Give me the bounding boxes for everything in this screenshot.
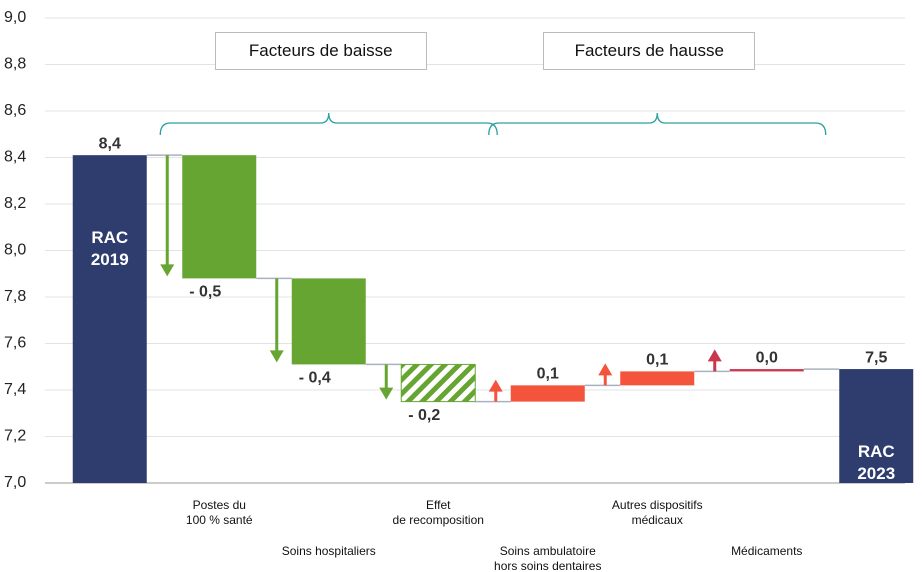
arrow-head: [488, 379, 503, 392]
x-tick-label: Soins ambulatoire hors soins dentaires: [494, 544, 602, 572]
x-tick-label: Médicaments: [731, 544, 803, 558]
bar: [400, 363, 476, 403]
x-tick-label: Autres dispositifs médicaux: [611, 498, 703, 527]
arrow-head: [160, 264, 175, 277]
y-tick-label: 8,6: [4, 102, 26, 119]
y-tick-label: 8,4: [4, 149, 26, 166]
bar: [620, 371, 695, 386]
y-tick-label: 9,0: [4, 9, 26, 26]
value-label: 0,1: [646, 352, 668, 369]
annotation: Facteurs de hausse: [543, 32, 756, 70]
bar: [72, 155, 147, 484]
y-tick-label: 7,8: [4, 288, 26, 305]
value-label: - 0,4: [299, 370, 331, 387]
x-tick-label: Postes du 100 % santé: [185, 498, 253, 527]
arrow-head: [379, 387, 394, 400]
arrow-head: [707, 349, 722, 362]
y-tick-label: 7,0: [4, 474, 26, 491]
value-label: 0,1: [537, 366, 559, 383]
value-label: 0,0: [756, 349, 778, 366]
arrow-head: [598, 363, 613, 376]
y-tick-label: 7,4: [4, 381, 26, 398]
bar-label: RAC 2019: [90, 228, 129, 270]
brace: [488, 112, 827, 136]
y-tick-label: 8,0: [4, 242, 26, 259]
bar: [510, 385, 585, 402]
bar-label: RAC 2023: [857, 442, 896, 484]
brace: [159, 112, 498, 136]
value-label: - 0,5: [189, 284, 221, 301]
x-tick-label: Effet de recomposition: [392, 498, 484, 527]
y-tick-label: 7,6: [4, 335, 26, 352]
y-tick-label: 7,2: [4, 428, 26, 445]
x-tick-label: Soins hospitaliers: [281, 544, 376, 558]
y-tick-label: 8,2: [4, 195, 26, 212]
annotation: Facteurs de baisse: [214, 32, 427, 70]
value-label: 8,4: [99, 135, 121, 152]
bar: [839, 369, 914, 483]
bar: [182, 155, 257, 279]
value-label: 7,5: [865, 349, 887, 366]
y-tick-label: 8,8: [4, 56, 26, 73]
value-label: - 0,2: [408, 407, 440, 424]
bar: [729, 369, 804, 372]
arrow-head: [269, 350, 284, 363]
bar: [291, 278, 366, 365]
